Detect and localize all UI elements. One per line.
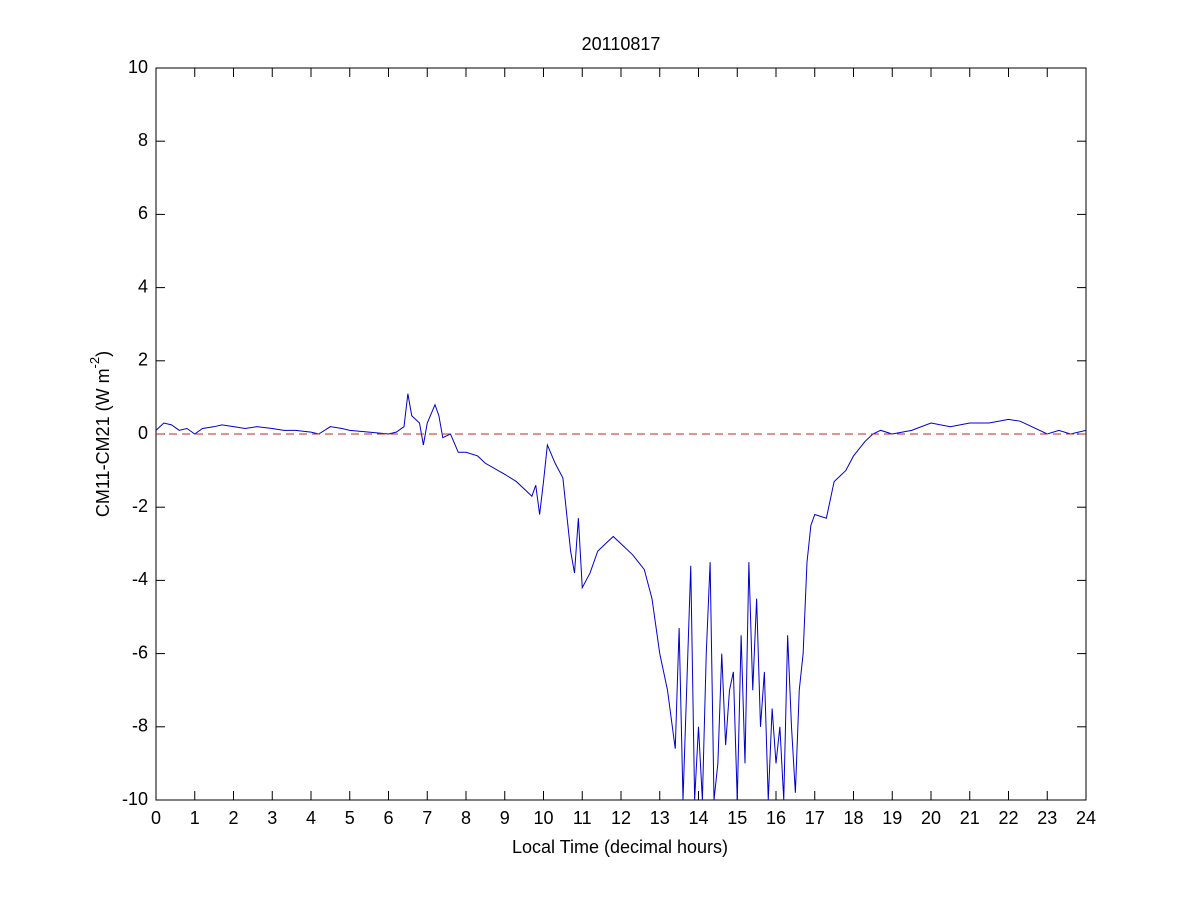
x-tick-label: 2 [228, 808, 238, 828]
y-tick-label: -2 [132, 496, 148, 516]
x-tick-label: 12 [611, 808, 631, 828]
y-tick-label: -8 [132, 716, 148, 736]
x-tick-label: 3 [267, 808, 277, 828]
x-tick-label: 13 [650, 808, 670, 828]
x-tick-label: 8 [461, 808, 471, 828]
chart-title: 20110817 [582, 34, 661, 54]
x-tick-label: 6 [383, 808, 393, 828]
x-tick-label: 20 [921, 808, 941, 828]
x-tick-label: 7 [422, 808, 432, 828]
y-tick-label: 2 [138, 350, 148, 370]
x-tick-label: 17 [805, 808, 825, 828]
y-tick-label: -4 [132, 569, 148, 589]
x-tick-label: 24 [1076, 808, 1096, 828]
x-tick-label: 0 [151, 808, 161, 828]
y-tick-label: 10 [128, 57, 148, 77]
x-tick-label: 10 [533, 808, 553, 828]
x-tick-label: 1 [190, 808, 200, 828]
y-tick-label: 0 [138, 423, 148, 443]
x-tick-label: 21 [960, 808, 980, 828]
y-label-sup: -2 [87, 357, 102, 369]
x-tick-label: 22 [998, 808, 1018, 828]
y-tick-label: 6 [138, 203, 148, 223]
x-tick-label: 16 [766, 808, 786, 828]
x-tick-label: 11 [573, 808, 592, 828]
y-label-main: CM11-CM21 (W m [93, 368, 113, 517]
x-tick-label: 5 [345, 808, 355, 828]
x-tick-label: 4 [306, 808, 316, 828]
data-line [156, 393, 1086, 800]
x-tick-label: 19 [882, 808, 902, 828]
y-tick-label: -10 [122, 789, 148, 809]
x-tick-label: 23 [1037, 808, 1057, 828]
x-tick-label: 14 [688, 808, 708, 828]
y-tick-label: -6 [132, 642, 148, 662]
x-tick-label: 18 [843, 808, 863, 828]
y-tick-label: 4 [138, 276, 148, 296]
y-axis-label: CM11-CM21 (W m-2) [87, 351, 112, 517]
plot-area [156, 393, 1086, 800]
x-axis-label: Local Time (decimal hours) [512, 837, 728, 857]
y-tick-label: 8 [138, 130, 148, 150]
x-tick-label: 9 [500, 808, 510, 828]
x-tick-label: 15 [727, 808, 747, 828]
y-label-end: ) [93, 351, 113, 357]
